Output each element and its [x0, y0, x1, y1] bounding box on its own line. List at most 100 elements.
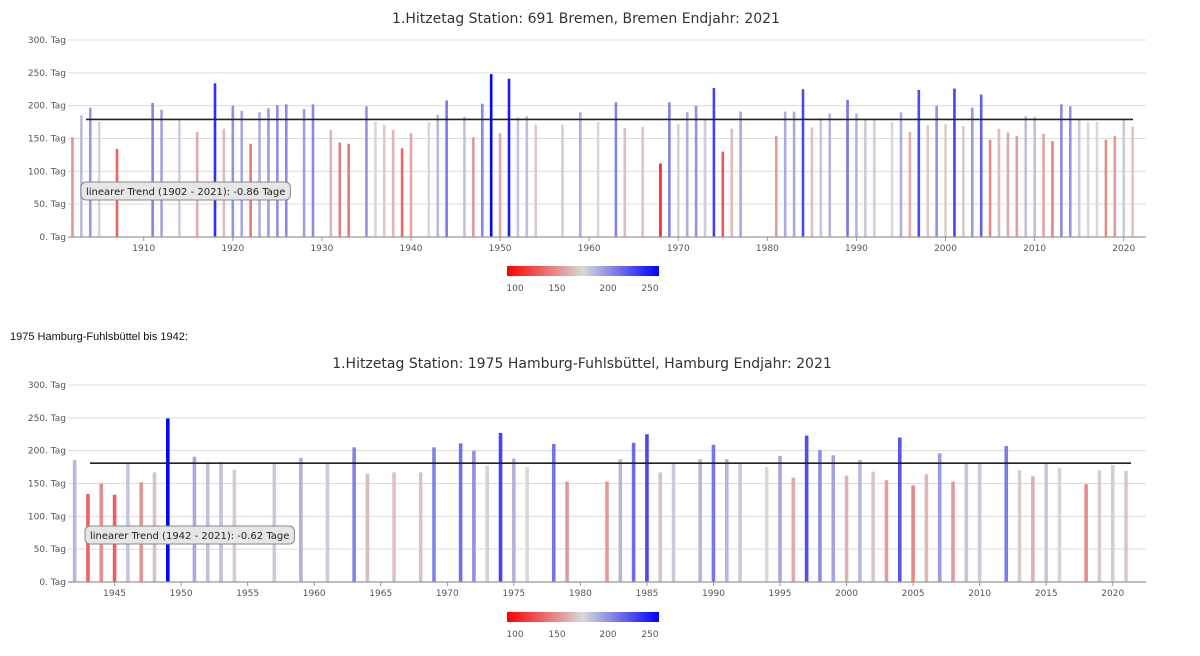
bar[interactable] — [427, 122, 431, 237]
bar[interactable] — [1060, 104, 1063, 237]
bar[interactable] — [166, 418, 170, 582]
bar[interactable] — [565, 481, 569, 582]
bar[interactable] — [924, 474, 929, 582]
bar[interactable] — [764, 467, 769, 582]
bar[interactable] — [272, 463, 277, 582]
bar[interactable] — [551, 444, 556, 582]
bar[interactable] — [512, 458, 516, 582]
bar[interactable] — [1077, 118, 1081, 237]
bar[interactable] — [213, 83, 217, 237]
bar[interactable] — [828, 113, 832, 237]
bar[interactable] — [884, 480, 889, 582]
bar[interactable] — [418, 472, 423, 582]
bar[interactable] — [618, 459, 623, 582]
bar[interactable] — [953, 88, 956, 238]
bar[interactable] — [325, 463, 330, 582]
bar[interactable] — [871, 471, 875, 582]
bar[interactable] — [979, 94, 983, 238]
bar[interactable] — [1104, 139, 1108, 237]
bar[interactable] — [71, 137, 74, 237]
bar[interactable] — [1095, 122, 1099, 237]
bar[interactable] — [676, 124, 680, 237]
bar[interactable] — [352, 447, 356, 582]
bar[interactable] — [944, 124, 947, 237]
bar[interactable] — [977, 463, 982, 582]
bar[interactable] — [1086, 122, 1090, 237]
bar[interactable] — [844, 475, 849, 582]
bar[interactable] — [391, 129, 395, 237]
bar[interactable] — [810, 127, 814, 237]
bar[interactable] — [392, 472, 396, 582]
bar[interactable] — [231, 105, 235, 238]
bar[interactable] — [276, 105, 279, 237]
bar[interactable] — [205, 461, 210, 582]
bar[interactable] — [347, 143, 350, 237]
bar[interactable] — [962, 126, 965, 237]
bar[interactable] — [329, 129, 333, 237]
bar[interactable] — [561, 124, 564, 237]
bar[interactable] — [489, 74, 493, 237]
bar[interactable] — [614, 102, 618, 237]
bar[interactable] — [605, 481, 609, 582]
bar[interactable] — [641, 126, 644, 237]
bar[interactable] — [846, 99, 849, 237]
bar[interactable] — [926, 125, 930, 237]
bar[interactable] — [578, 112, 582, 237]
bar[interactable] — [1084, 484, 1088, 582]
bar[interactable] — [623, 127, 627, 237]
bar[interactable] — [864, 118, 867, 237]
bar[interactable] — [80, 115, 83, 237]
bar[interactable] — [694, 105, 698, 238]
bar[interactable] — [801, 89, 805, 237]
bar[interactable] — [819, 118, 823, 237]
bar[interactable] — [338, 142, 342, 237]
bar[interactable] — [917, 89, 921, 237]
bar[interactable] — [1024, 116, 1028, 237]
bar[interactable] — [126, 462, 130, 582]
bar[interactable] — [659, 163, 662, 237]
bar[interactable] — [302, 108, 306, 237]
bar[interactable] — [724, 459, 729, 582]
bar[interactable] — [791, 477, 796, 582]
bar[interactable] — [818, 450, 822, 582]
bar[interactable] — [1051, 141, 1054, 237]
bar[interactable] — [899, 112, 903, 237]
bar[interactable] — [855, 113, 858, 237]
bar[interactable] — [498, 432, 503, 582]
bar[interactable] — [872, 120, 876, 237]
bar[interactable] — [458, 443, 463, 582]
bar[interactable] — [792, 111, 796, 237]
bar[interactable] — [631, 442, 636, 582]
bar[interactable] — [498, 133, 502, 237]
bar[interactable] — [472, 137, 475, 237]
bar[interactable] — [712, 87, 716, 237]
bar[interactable] — [596, 122, 600, 237]
bar[interactable] — [374, 122, 377, 237]
bar[interactable] — [831, 455, 836, 582]
bar[interactable] — [970, 107, 974, 238]
bar[interactable] — [890, 122, 894, 237]
trend-label[interactable]: linearer Trend (1942 - 2021): -0.62 Tage — [84, 525, 295, 545]
bar[interactable] — [1122, 118, 1126, 237]
bar[interactable] — [299, 457, 303, 582]
bar[interactable] — [1017, 470, 1022, 582]
bar[interactable] — [997, 128, 1001, 237]
bar[interactable] — [284, 104, 288, 237]
bar[interactable] — [739, 111, 742, 237]
bar[interactable] — [1015, 135, 1019, 237]
bar[interactable] — [858, 459, 862, 582]
bar[interactable] — [516, 117, 520, 237]
bar[interactable] — [192, 456, 197, 582]
bar[interactable] — [311, 104, 315, 237]
bar[interactable] — [178, 119, 181, 237]
bar[interactable] — [485, 465, 490, 582]
bar[interactable] — [258, 112, 261, 237]
bar[interactable] — [480, 103, 484, 238]
bar[interactable] — [703, 119, 707, 237]
bar[interactable] — [658, 472, 663, 582]
bar[interactable] — [365, 106, 368, 237]
bar[interactable] — [1057, 467, 1062, 582]
bar[interactable] — [525, 467, 529, 582]
bar[interactable] — [804, 435, 809, 582]
bar[interactable] — [935, 105, 938, 238]
